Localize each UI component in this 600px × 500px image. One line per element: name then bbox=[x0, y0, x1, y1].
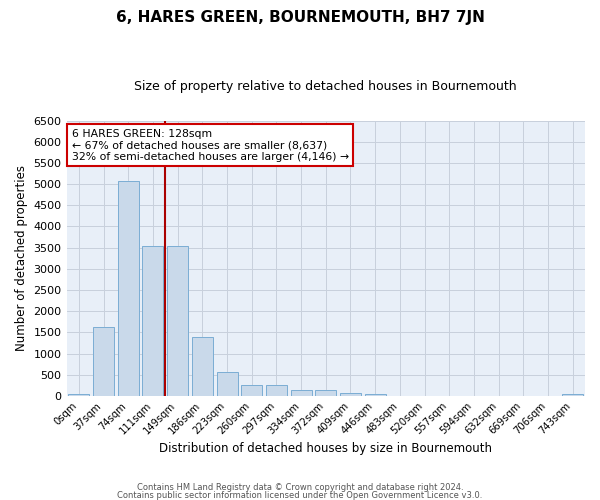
Bar bbox=[192, 337, 213, 396]
X-axis label: Distribution of detached houses by size in Bournemouth: Distribution of detached houses by size … bbox=[159, 442, 492, 455]
Text: Contains public sector information licensed under the Open Government Licence v3: Contains public sector information licen… bbox=[118, 490, 482, 500]
Text: Contains HM Land Registry data © Crown copyright and database right 2024.: Contains HM Land Registry data © Crown c… bbox=[137, 484, 463, 492]
Bar bbox=[68, 394, 89, 396]
Y-axis label: Number of detached properties: Number of detached properties bbox=[15, 166, 28, 352]
Bar bbox=[118, 180, 139, 396]
Bar bbox=[562, 394, 583, 396]
Bar bbox=[290, 390, 311, 396]
Bar bbox=[142, 246, 163, 396]
Text: 6 HARES GREEN: 128sqm
← 67% of detached houses are smaller (8,637)
32% of semi-d: 6 HARES GREEN: 128sqm ← 67% of detached … bbox=[72, 129, 349, 162]
Bar bbox=[340, 393, 361, 396]
Bar bbox=[266, 384, 287, 396]
Bar bbox=[241, 384, 262, 396]
Bar bbox=[315, 390, 336, 396]
Title: Size of property relative to detached houses in Bournemouth: Size of property relative to detached ho… bbox=[134, 80, 517, 93]
Bar bbox=[167, 246, 188, 396]
Bar bbox=[93, 328, 114, 396]
Bar bbox=[365, 394, 386, 396]
Bar bbox=[217, 372, 238, 396]
Text: 6, HARES GREEN, BOURNEMOUTH, BH7 7JN: 6, HARES GREEN, BOURNEMOUTH, BH7 7JN bbox=[116, 10, 484, 25]
